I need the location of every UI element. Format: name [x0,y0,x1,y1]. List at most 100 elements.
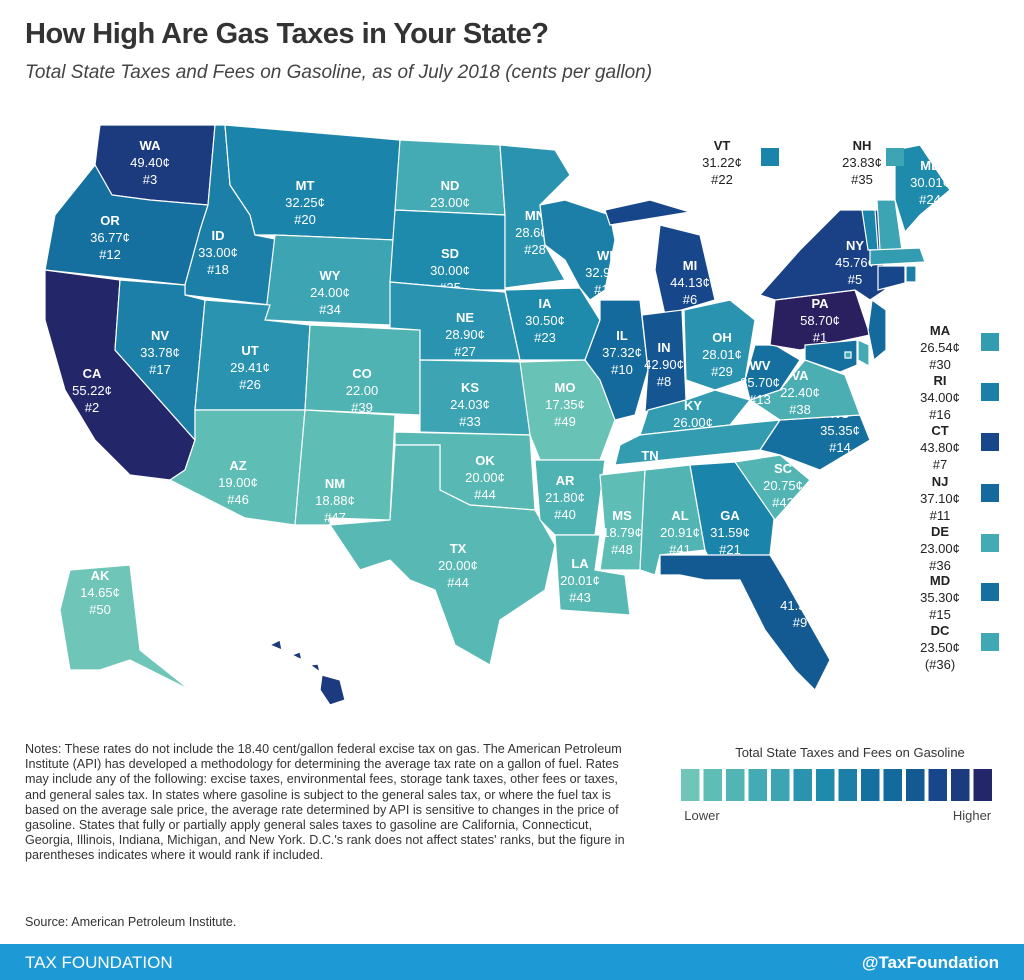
state-tax: 33.78¢ [140,345,180,360]
state-tax: 43.80¢ [920,440,960,455]
state-abbr: NE [456,310,474,325]
state-rank: #9 [793,615,807,630]
state-abbr: DC [931,623,950,638]
state-abbr: AL [671,508,688,523]
state-abbr: TN [641,448,658,463]
state-abbr: DE [931,524,949,539]
state-abbr: MO [555,380,576,395]
state-tax: 30.01¢ [910,175,950,190]
state-tax: 35.70¢ [740,375,780,390]
state-rank: #23 [534,330,556,345]
state-abbr: FL [792,581,808,596]
state-abbr: MN [525,208,545,223]
state-tax: 23.00¢ [920,541,960,556]
state-rank: #42 [772,495,794,510]
state-shape [654,224,716,316]
state-abbr: AR [556,473,575,488]
state-rank: #49 [554,414,576,429]
state-tax: 23.50¢ [920,640,960,655]
state-tax: 26.00¢ [673,415,713,430]
state-shape [744,344,801,401]
state-tax: 17.35¢ [545,397,585,412]
state-abbr: LA [571,556,589,571]
state-abbr: ME [920,158,940,173]
state-shape [844,351,852,359]
state-rank: #18 [207,262,229,277]
state-rank: #44 [447,575,469,590]
state-rank: #4 [283,672,297,687]
state-rank: #30 [929,357,951,372]
state-tax: 20.00¢ [438,558,478,573]
state-rank: #48 [611,542,633,557]
state-tax: 44.13¢ [670,275,710,290]
state-abbr: MA [930,323,951,338]
legend-swatch [981,633,999,651]
state-shape [604,199,691,226]
state-abbr: TX [450,541,467,556]
state-abbr: MT [296,178,315,193]
state-abbr: MI [683,258,697,273]
state-tax: 35.35¢ [820,423,860,438]
legend-swatch [906,769,925,801]
state-tax: 45.76¢ [835,255,875,270]
state-shape [733,454,811,521]
state-tax: 19.00¢ [218,475,258,490]
state-abbr: OK [475,453,495,468]
state-tax: 31.22¢ [702,155,742,170]
state-abbr: AZ [229,458,246,473]
state-tax: 37.32¢ [602,345,642,360]
legend-swatch [748,769,767,801]
state-rank: #47 [324,510,346,525]
state-abbr: OR [100,213,120,228]
state-rank: #7 [933,457,947,472]
state-tax: 20.01¢ [560,573,600,588]
state-rank: #44 [474,487,496,502]
state-rank: #36 [929,558,951,573]
state-rank: #14 [829,440,851,455]
state-shape [319,674,346,706]
state-rank: #22 [711,172,733,187]
state-abbr: PA [811,296,829,311]
state-abbr: WV [750,358,771,373]
state-tax: 58.70¢ [800,313,840,328]
state-rank: #27 [454,344,476,359]
state-abbr: CA [83,366,102,381]
state-abbr: ID [212,228,225,243]
state-shape [905,265,917,283]
title: How High Are Gas Taxes in Your State? [25,18,549,50]
state-tax: 30.50¢ [525,313,565,328]
state-tax: 22.00 [346,383,379,398]
state-tax: 47.88¢ [270,655,310,670]
state-abbr: NM [325,476,345,491]
state-abbr: MD [930,573,950,588]
state-abbr: WI [597,248,613,263]
state-rank: #35 [851,172,873,187]
state-abbr: RI [934,373,947,388]
state-rank: #21 [719,542,741,557]
notes: Notes: These rates do not include the 18… [25,742,625,863]
state-rank: #41 [669,542,691,557]
state-tax: 23.83¢ [842,155,882,170]
state-tax: 32.25¢ [285,195,325,210]
state-tax: 20.00¢ [465,470,505,485]
legend-swatch [886,148,904,166]
legend-swatch [951,769,970,801]
state-tax: 24.00¢ [310,285,350,300]
state-tax: 32.90¢ [585,265,625,280]
state-shape [294,409,396,526]
state-shape [867,298,887,362]
state-rank: (#36) [925,657,955,672]
state-shape [599,469,646,571]
state-rank: #5 [848,272,862,287]
state-rank: #8 [657,374,671,389]
state-shape [268,639,283,651]
state-rank: #15 [929,607,951,622]
state-tax: 20.75¢ [763,478,803,493]
state-shape [389,209,506,291]
state-rank: #34 [319,302,341,317]
state-abbr: OH [712,330,732,345]
legend-swatch [793,769,812,801]
state-shape [869,247,926,266]
state-abbr: NH [853,138,872,153]
